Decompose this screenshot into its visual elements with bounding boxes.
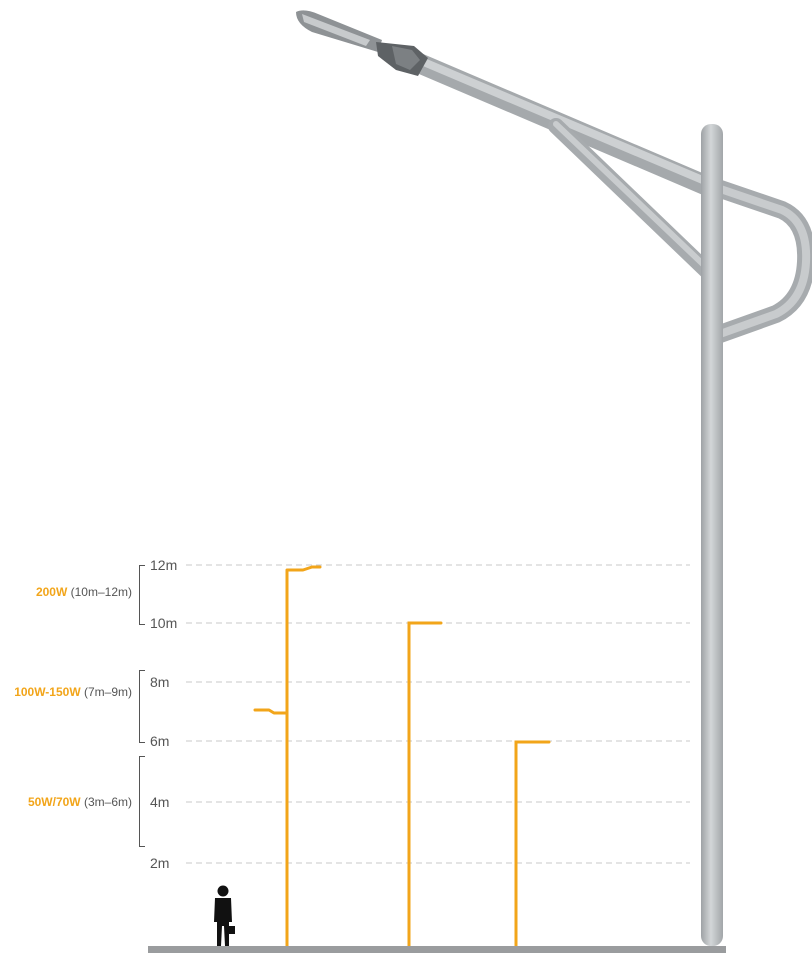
- height-label-6m: 6m: [150, 733, 170, 749]
- height-label-10m: 10m: [150, 615, 178, 631]
- pole-100-150w: [407, 621, 443, 948]
- height-label-12m: 12m: [150, 557, 178, 573]
- range-watt-200w: 200W: [35, 585, 68, 599]
- range-watt-50-70w: 50W/70W: [27, 795, 81, 809]
- range-span-100-150w: (7m–9m): [83, 685, 132, 699]
- pole-200w: [253, 565, 322, 948]
- range-span-200w: (10m–12m): [70, 585, 132, 599]
- range-span-50-70w: (3m–6m): [83, 795, 132, 809]
- ground: [148, 946, 726, 953]
- height-guides: [186, 564, 690, 864]
- bracket-50-70w: [139, 756, 145, 847]
- street-lamp-icon: [296, 10, 812, 946]
- height-label-4m: 4m: [150, 794, 170, 810]
- range-watt-100-150w: 100W-150W: [14, 685, 81, 699]
- bracket-200w: [139, 565, 145, 625]
- range-label-100-150w: 100W-150W (7m–9m): [14, 685, 132, 699]
- range-label-50-70w: 50W/70W (3m–6m): [28, 795, 132, 809]
- person-silhouette-icon: [214, 885, 235, 946]
- height-label-8m: 8m: [150, 674, 170, 690]
- pole-50-70w: [514, 740, 551, 948]
- height-label-2m: 2m: [150, 855, 170, 871]
- range-label-200w: 200W (10m–12m): [36, 585, 132, 599]
- bracket-100-150w: [139, 670, 145, 743]
- lamp-head-icon: [296, 10, 428, 76]
